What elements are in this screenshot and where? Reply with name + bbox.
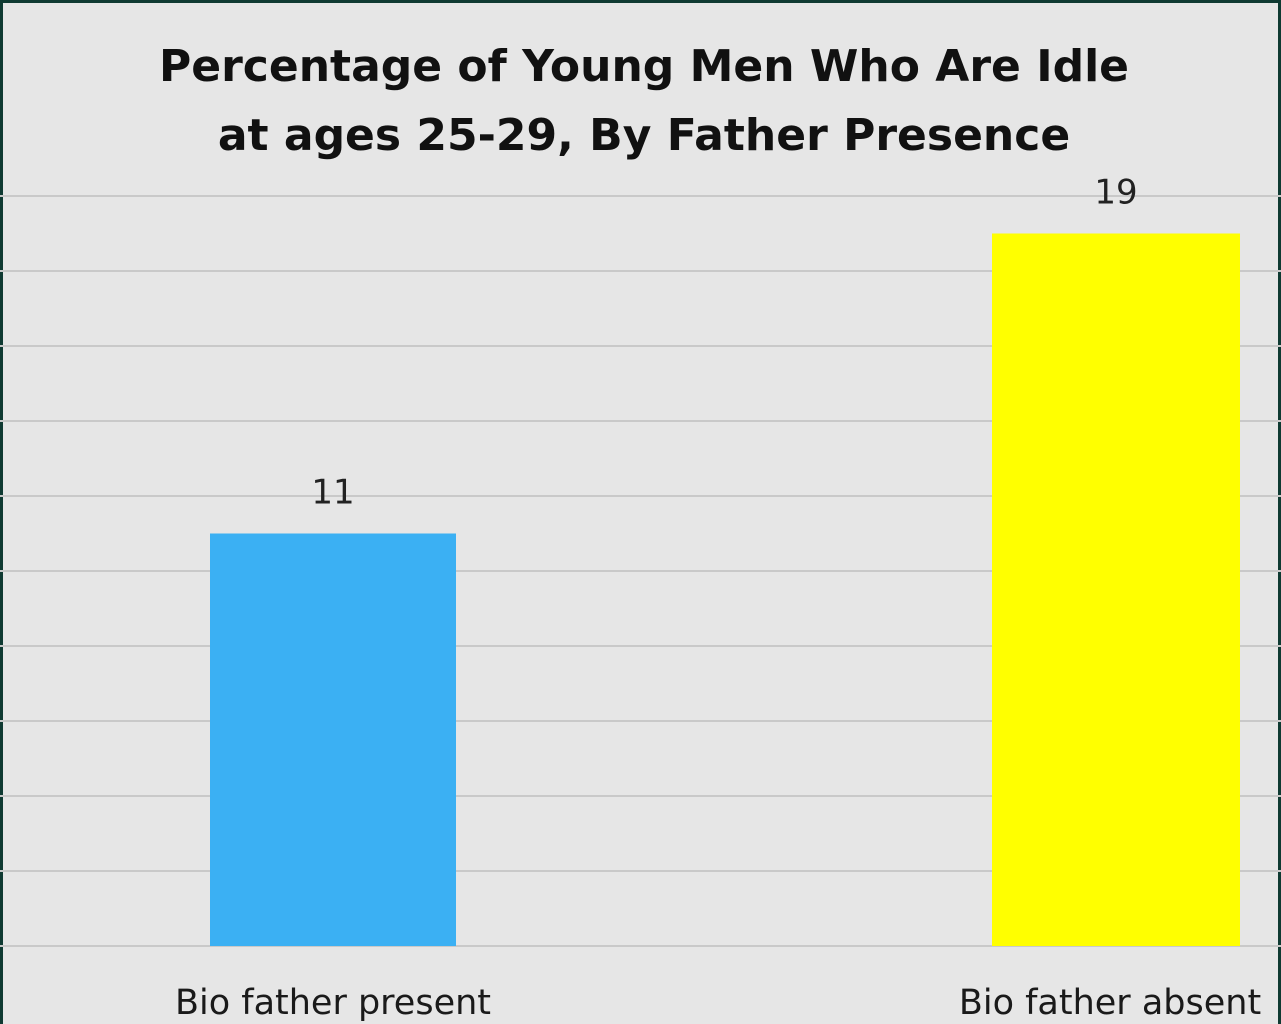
bar-bio-father-absent	[992, 233, 1240, 946]
category-label-bio-father-absent: Bio father absent	[959, 983, 1261, 1023]
bars	[210, 233, 1240, 946]
chart-title-line-2: at ages 25-29, By Father Presence	[218, 110, 1070, 161]
data-labels: 11 19	[311, 173, 1137, 513]
category-label-bio-father-present: Bio father present	[175, 983, 491, 1023]
data-label-bio-father-absent: 19	[1094, 173, 1137, 213]
chart-title-line-1: Percentage of Young Men Who Are Idle	[159, 41, 1129, 92]
data-label-bio-father-present: 11	[311, 473, 354, 513]
bar-bio-father-present	[210, 533, 456, 946]
